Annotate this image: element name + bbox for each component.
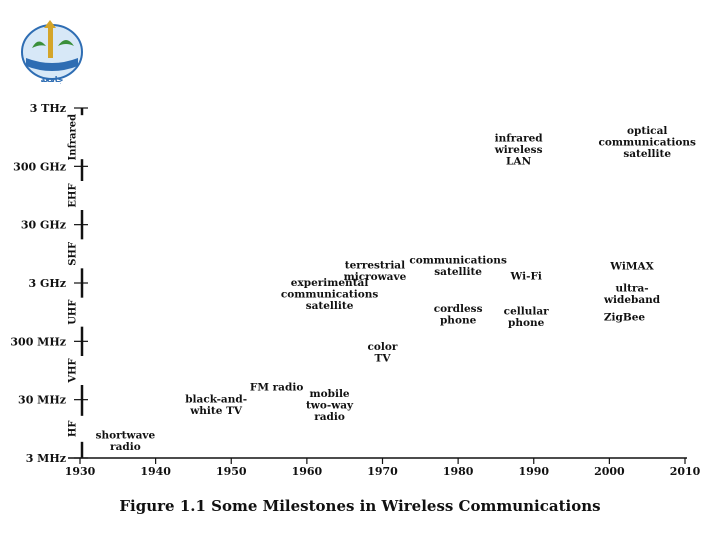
milestone-label-line: terrestrial <box>345 259 405 271</box>
y-tick-label: 3 MHz <box>26 452 66 465</box>
milestone-label-line: communications <box>598 136 696 148</box>
milestone-label-line: ultra- <box>615 283 648 295</box>
milestone-label-line: satellite <box>434 266 482 278</box>
milestone-label-line: ZigBee <box>604 311 646 323</box>
milestone-label-line: infrared <box>495 132 544 144</box>
x-tick-label: 1960 <box>292 465 323 478</box>
university-seal-logo-icon: جامعة <box>21 20 83 84</box>
milestone-label: Wi-Fi <box>509 271 541 283</box>
milestone-label-line: black-and- <box>185 394 247 406</box>
milestone-label-line: experimental <box>291 277 369 289</box>
milestone-label-line: wireless <box>494 144 543 156</box>
milestone-label-line: WiMAX <box>609 260 654 272</box>
milestone-label-line: phone <box>440 314 477 326</box>
milestone-label-line: color <box>368 341 398 353</box>
y-tick-label: 300 GHz <box>13 160 66 173</box>
band-label: HF <box>68 421 79 438</box>
x-tick-label: 1950 <box>216 465 247 478</box>
milestone-label: FM radio <box>250 382 303 394</box>
milestone-label-line: optical <box>627 125 667 137</box>
milestone-label-line: wideband <box>603 294 661 306</box>
milestone-label-line: microwave <box>344 271 407 283</box>
y-tick-label: 30 MHz <box>18 394 66 407</box>
x-axis-ticks: 1930 1940 1950 1960 1970 1980 1990 2000 2010 <box>65 458 701 478</box>
band-label: SHF <box>67 242 78 266</box>
x-tick-label: 1940 <box>140 465 171 478</box>
svg-text:جامعة: جامعة <box>40 75 63 84</box>
band-label: UHF <box>68 300 79 325</box>
band-label: VHF <box>68 358 79 383</box>
x-tick-label: 1930 <box>65 465 96 478</box>
milestone-label: black-and-white TV <box>185 394 247 418</box>
milestone-label-line: cordless <box>434 303 483 315</box>
band-label: EHF <box>68 183 79 207</box>
milestone-label-line: satellite <box>306 300 354 312</box>
milestone-label: WiMAX <box>609 260 654 272</box>
x-tick-label: 1990 <box>518 465 549 478</box>
y-tick-label: 3 THz <box>30 102 66 115</box>
milestone-label: ZigBee <box>604 311 646 323</box>
x-tick-label: 2000 <box>594 465 625 478</box>
milestone-label-line: communications <box>281 288 379 300</box>
y-axis-ticks: 3 MHz 30 MHz 300 MHz 3 GHz 30 GHz 300 GHz 3 TH… <box>10 102 88 465</box>
x-tick-label: 2010 <box>670 465 701 478</box>
milestone-label-line: TV <box>375 352 392 364</box>
milestone-label-line: phone <box>508 317 545 329</box>
milestone-label-line: satellite <box>623 148 671 160</box>
milestone-label-line: cellular <box>504 306 549 318</box>
milestone-label-line: white TV <box>189 405 243 417</box>
band-label: Infrared <box>68 114 79 161</box>
frequency-bands: HF VHF UHF SHF EHF Infrared <box>67 108 84 458</box>
milestone-label-line: communications <box>409 255 507 267</box>
y-tick-label: 30 GHz <box>21 219 66 232</box>
milestone-label-line: shortwave <box>96 430 156 442</box>
milestone-label-line: Wi-Fi <box>509 271 541 283</box>
y-tick-label: 3 GHz <box>28 277 66 290</box>
milestone-label-line: FM radio <box>250 382 303 394</box>
figure-caption: Figure 1.1 Some Milestones in Wireless C… <box>119 497 601 515</box>
milestone-label-line: radio <box>110 441 141 453</box>
milestone-label-line: two-way <box>306 399 354 411</box>
milestone-label: ultra-wideband <box>603 283 661 307</box>
x-tick-label: 1970 <box>367 465 398 478</box>
y-tick-label: 300 MHz <box>10 335 66 348</box>
milestone-label-line: radio <box>314 411 345 423</box>
milestone-label-line: mobile <box>310 388 350 400</box>
x-tick-label: 1980 <box>443 465 474 478</box>
milestone-label-line: LAN <box>506 155 532 167</box>
